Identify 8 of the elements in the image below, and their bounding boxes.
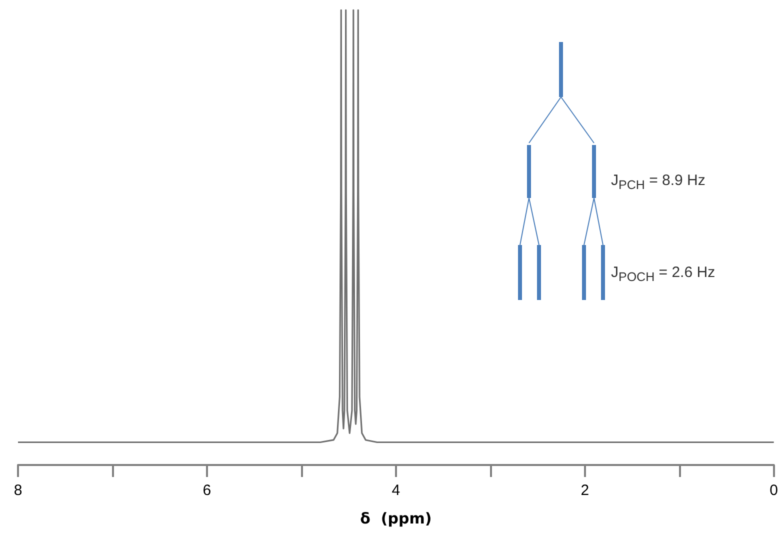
x-tick-label: 2 xyxy=(580,482,590,499)
x-tick-label: 8 xyxy=(14,482,22,499)
annotation: J$_{POCH}$ = 2.6 Hz xyxy=(611,264,716,284)
x-tick-label: 6 xyxy=(202,482,212,499)
x-tick-label: 0 xyxy=(770,482,778,499)
x-axis-title: δ (ppm) xyxy=(360,510,432,528)
annotation: J$_{PCH}$ = 8.9 Hz xyxy=(611,172,706,192)
x-tick-label: 4 xyxy=(392,482,400,499)
